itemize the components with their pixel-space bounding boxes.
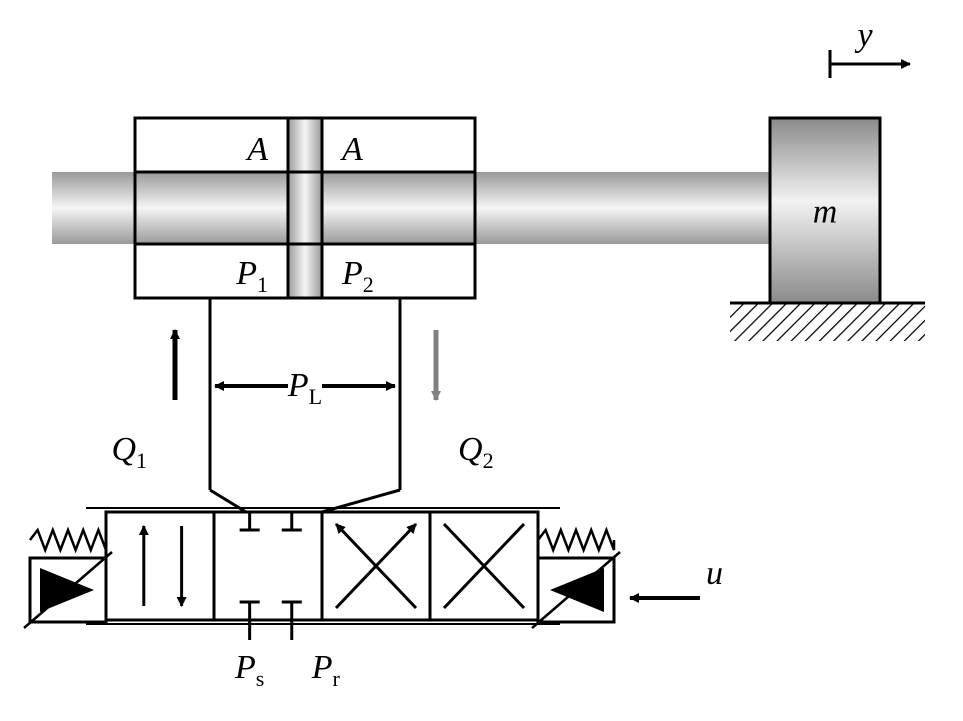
label-y: y — [854, 17, 873, 54]
ground-hatch — [730, 303, 925, 341]
label-PL_main: PL — [287, 367, 322, 409]
label-A_left: A — [245, 131, 268, 168]
label-Q1_main: Q1 — [111, 431, 147, 473]
label-u: u — [706, 555, 723, 592]
piston-rod — [52, 172, 770, 244]
label-Pr_main: Pr — [311, 649, 341, 691]
spring — [538, 530, 614, 550]
label-m: m — [813, 194, 838, 231]
piston — [288, 118, 322, 298]
label-Q2_main: Q2 — [458, 431, 494, 473]
spring — [30, 530, 106, 550]
label-Ps_main: Ps — [234, 649, 264, 691]
label-A_right: A — [340, 131, 363, 168]
